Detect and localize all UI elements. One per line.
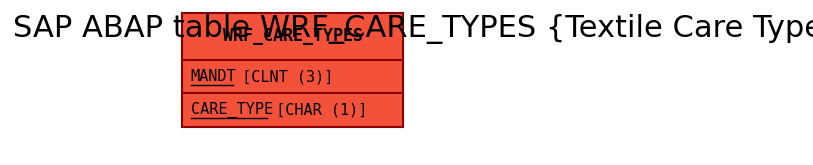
Bar — [182, 60, 403, 93]
Bar — [182, 13, 403, 60]
Text: SAP ABAP table WRF_CARE_TYPES {Textile Care Types}: SAP ABAP table WRF_CARE_TYPES {Textile C… — [13, 14, 813, 44]
Text: [CLNT (3)]: [CLNT (3)] — [233, 69, 333, 84]
Text: [CHAR (1)]: [CHAR (1)] — [267, 103, 367, 118]
Bar — [182, 93, 403, 127]
Text: WRF_CARE_TYPES: WRF_CARE_TYPES — [223, 27, 363, 45]
Text: CARE_TYPE: CARE_TYPE — [191, 102, 273, 118]
Text: MANDT: MANDT — [191, 69, 237, 84]
